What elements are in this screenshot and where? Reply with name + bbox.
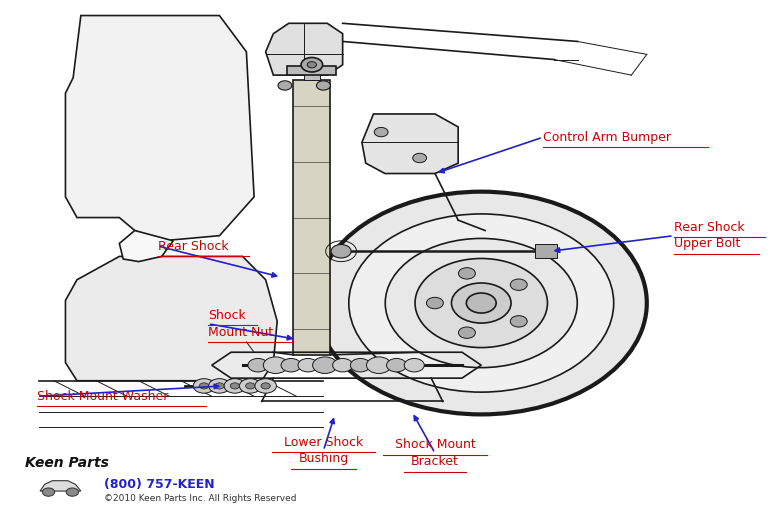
Circle shape [374,127,388,137]
Polygon shape [266,23,343,75]
Text: Mount Nut: Mount Nut [208,325,273,339]
Circle shape [511,279,527,291]
Bar [293,80,330,355]
Circle shape [313,357,337,373]
Text: Control Arm Bumper: Control Arm Bumper [543,131,671,144]
Circle shape [427,297,444,309]
Circle shape [278,81,292,90]
Circle shape [387,358,407,372]
Circle shape [224,379,246,393]
Circle shape [511,315,527,327]
Circle shape [331,244,351,258]
Polygon shape [362,114,458,174]
Polygon shape [119,231,173,262]
Bar [287,66,336,75]
Bar [535,244,557,258]
Circle shape [316,81,330,90]
Circle shape [333,358,353,372]
Circle shape [261,383,270,389]
Circle shape [413,153,427,163]
Text: Shock Mount Washer: Shock Mount Washer [37,390,169,403]
Circle shape [307,62,316,68]
Circle shape [349,214,614,392]
Text: Shock Mount: Shock Mount [395,438,475,452]
Circle shape [385,238,578,368]
Circle shape [209,379,230,393]
Circle shape [66,488,79,496]
Circle shape [404,358,424,372]
Circle shape [255,379,276,393]
Circle shape [451,283,511,323]
Circle shape [367,357,391,373]
Text: Bushing: Bushing [298,452,349,466]
Circle shape [458,268,475,279]
Circle shape [467,293,496,313]
Circle shape [458,327,475,338]
Circle shape [248,358,268,372]
Polygon shape [65,16,254,241]
Bar [303,73,320,80]
Text: ©2010 Keen Parts Inc. All Rights Reserved: ©2010 Keen Parts Inc. All Rights Reserve… [104,494,296,503]
Text: Shock: Shock [208,309,246,322]
Circle shape [316,192,647,414]
Circle shape [199,383,209,389]
Text: Lower Shock: Lower Shock [284,436,363,449]
Text: Rear Shock: Rear Shock [158,239,229,253]
Text: (800) 757-KEEN: (800) 757-KEEN [104,478,215,491]
Text: Upper Bolt: Upper Bolt [674,237,740,251]
Polygon shape [40,481,81,491]
Circle shape [239,379,261,393]
Circle shape [298,358,318,372]
Circle shape [263,357,288,373]
Text: Keen Parts: Keen Parts [25,456,109,470]
Circle shape [215,383,224,389]
Circle shape [415,258,547,348]
Text: Rear Shock: Rear Shock [674,221,745,234]
Circle shape [281,358,301,372]
Text: Bracket: Bracket [411,455,459,468]
Circle shape [193,379,215,393]
Circle shape [350,358,370,372]
Circle shape [42,488,55,496]
Circle shape [246,383,255,389]
Circle shape [301,57,323,72]
Circle shape [230,383,239,389]
Polygon shape [65,256,277,381]
